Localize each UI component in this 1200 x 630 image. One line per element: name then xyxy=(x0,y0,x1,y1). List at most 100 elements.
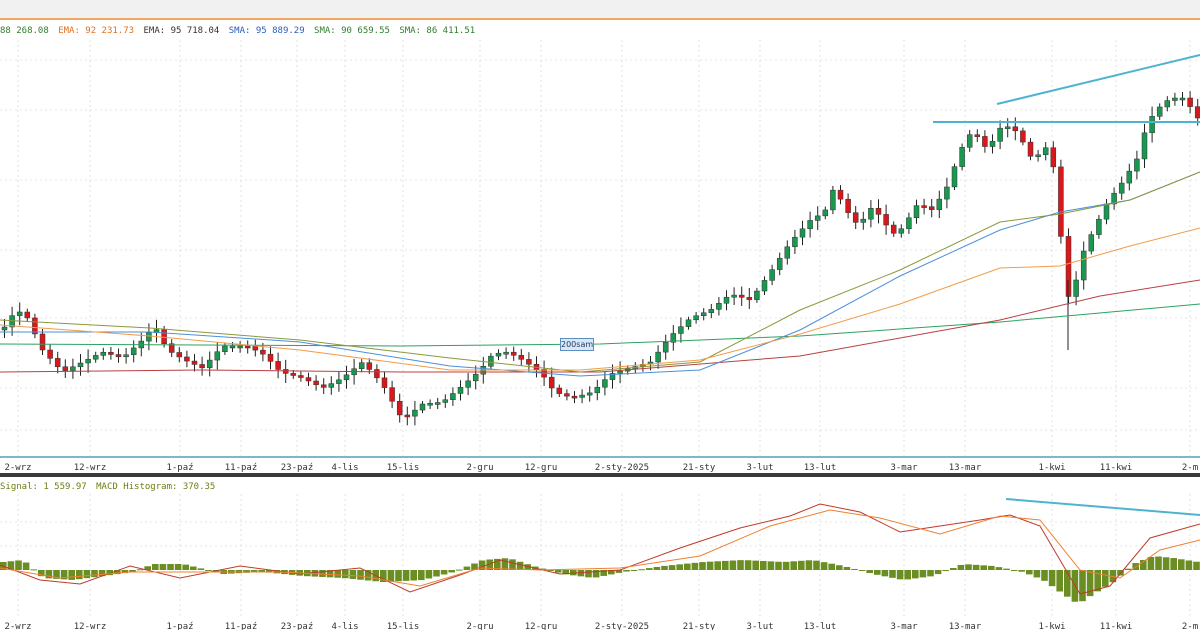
x-tick-label: 11-kwi xyxy=(1100,622,1133,630)
histogram-bar xyxy=(836,565,843,570)
candle xyxy=(1187,97,1193,107)
candle xyxy=(1179,97,1186,101)
histogram-bar xyxy=(1170,558,1177,570)
x-tick-label: 2-gru xyxy=(466,622,493,630)
x-tick-label: 23-paź xyxy=(281,622,314,630)
candle xyxy=(807,220,813,230)
histogram-bar xyxy=(98,570,106,577)
candle xyxy=(685,319,692,327)
candle xyxy=(457,387,464,394)
histogram-bar xyxy=(608,570,615,575)
x-tick-label: 3-mar xyxy=(890,463,918,473)
histogram-bar xyxy=(342,570,349,579)
candle xyxy=(1118,182,1125,194)
candle xyxy=(328,383,335,388)
candle xyxy=(419,403,426,411)
panel-separator[interactable] xyxy=(0,473,1200,477)
x-tick-label: 21-sty xyxy=(683,463,716,473)
candle xyxy=(130,347,137,356)
histogram-bar xyxy=(53,570,60,579)
price-chart[interactable]: 2-wrz 12-wrz 1-paź 11-paź 23-paź 4-lis 15-lis 2… xyxy=(0,0,1200,475)
histogram-bar xyxy=(136,569,144,571)
histogram-bar xyxy=(30,569,37,571)
histogram-bar xyxy=(372,570,379,582)
candle xyxy=(412,409,418,417)
x-tick-label: 11-kwi xyxy=(1100,463,1133,473)
histogram-bar xyxy=(532,566,539,570)
histogram-bar xyxy=(858,570,866,572)
candle xyxy=(738,294,745,298)
candle xyxy=(358,362,365,369)
candle xyxy=(966,134,973,148)
histogram-bar xyxy=(440,570,448,575)
histogram-bar xyxy=(653,566,661,570)
histogram-bar xyxy=(790,561,797,570)
candle xyxy=(176,352,183,358)
candle xyxy=(244,345,251,349)
candle xyxy=(100,351,107,356)
candle xyxy=(290,373,297,376)
histogram-bar xyxy=(874,570,881,575)
candle xyxy=(1126,170,1133,184)
histogram-bar xyxy=(1041,570,1048,581)
histogram-bar xyxy=(1048,570,1056,587)
candle xyxy=(928,206,935,210)
legend-item-signal: Signal: 1 559.97 xyxy=(0,482,87,492)
candle xyxy=(1172,97,1178,101)
histogram-bar xyxy=(1010,570,1018,571)
x-tick-label: 2-sty-2025 xyxy=(595,463,649,473)
candle xyxy=(229,345,236,349)
candle xyxy=(24,311,31,319)
histogram-bar xyxy=(592,570,600,578)
histogram-bar xyxy=(752,560,759,570)
histogram-bar xyxy=(60,570,68,580)
histogram-bar xyxy=(38,570,45,577)
candle xyxy=(1149,116,1155,134)
x-tick-label: 3-mar xyxy=(890,622,918,630)
histogram-bar xyxy=(1102,570,1109,587)
histogram-bar xyxy=(304,570,311,577)
histogram-bar xyxy=(174,564,182,570)
candle xyxy=(374,369,380,379)
legend-item-ema-2: EMA: 95 718.04 xyxy=(143,26,220,36)
candle xyxy=(510,351,517,356)
candle xyxy=(275,361,281,370)
candle xyxy=(662,341,669,353)
x-tick-label: 11-paź xyxy=(225,622,258,630)
histogram-bar xyxy=(106,570,113,576)
x-tick-label: 2-m xyxy=(1182,622,1198,630)
histogram-bar xyxy=(699,562,706,570)
histogram-bar xyxy=(638,569,645,571)
histogram-bar xyxy=(942,570,949,572)
macd-indicator-legend: Signal: 1 559.97 MACD Histogram: 370.35 xyxy=(0,480,219,494)
candle xyxy=(92,355,99,360)
candle xyxy=(1027,141,1034,157)
histogram-bar xyxy=(798,560,805,570)
histogram-bar xyxy=(258,570,265,573)
candle xyxy=(678,326,684,334)
histogram-bar xyxy=(615,570,623,573)
x-tick-label: 2-wrz xyxy=(4,622,31,630)
histogram-bar xyxy=(486,559,493,570)
legend-item-ema-1: EMA: 92 231.73 xyxy=(58,26,135,36)
histogram-bar xyxy=(45,570,53,579)
candle xyxy=(1164,100,1171,108)
histogram-bar xyxy=(349,570,357,579)
candle xyxy=(617,370,623,374)
candle xyxy=(769,269,775,281)
histogram-bar xyxy=(448,570,455,573)
histogram-bar xyxy=(646,568,653,570)
candle xyxy=(1134,158,1140,172)
candle xyxy=(944,186,950,200)
histogram-bar xyxy=(243,570,250,573)
candle xyxy=(70,366,76,371)
candle xyxy=(123,354,129,358)
histogram-bar xyxy=(957,564,965,570)
candle xyxy=(989,141,996,147)
candle xyxy=(974,134,981,137)
candle xyxy=(564,393,570,397)
price-annotation-label[interactable]: 200sam xyxy=(560,338,594,351)
candle xyxy=(260,349,266,355)
histogram-bar xyxy=(334,570,341,578)
candle xyxy=(586,392,593,396)
